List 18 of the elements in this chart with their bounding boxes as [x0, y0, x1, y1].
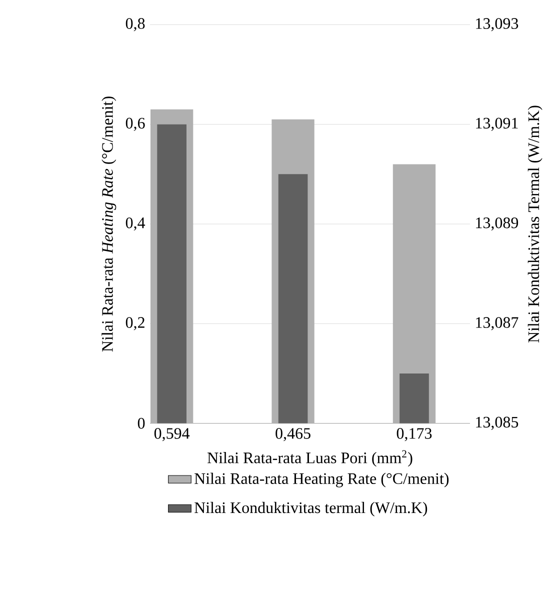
legend-label: Nilai Rata-rata Heating Rate (°C/menit) — [194, 472, 449, 488]
y-tick-label: 0,4 — [126, 217, 146, 231]
x-tick-label: 0,594 — [154, 428, 190, 442]
x-axis-title: Nilai Rata-rata Luas Pori (mm$^{2}$) — [207, 450, 412, 467]
y-tick-label: 0,6 — [126, 118, 145, 131]
x-tick-label: 0,173 — [396, 428, 432, 442]
legend-label: Nilai Konduktivitas termal (W/m.K) — [194, 502, 428, 516]
y2-tick-label: 13,087 — [476, 317, 518, 330]
x-tick-label: 0,465 — [276, 428, 310, 442]
y2-tick-label: 13,085 — [476, 416, 518, 430]
y-tick-label: 0,8 — [126, 18, 145, 32]
y2-axis-title: Nilai Konduktivitas Termal (W/m.K) — [528, 106, 542, 343]
y-tick-label: 0 — [138, 418, 145, 429]
y-axis-title: Nilai Rata-rata Heating Rate (°C/menit) — [102, 96, 116, 352]
y2-tick-label: 13,089 — [476, 217, 518, 231]
y2-tick-label: 13,091 — [476, 118, 518, 131]
y2-tick-label: 13,093 — [476, 18, 518, 32]
y-tick-label: 0,2 — [126, 317, 144, 330]
